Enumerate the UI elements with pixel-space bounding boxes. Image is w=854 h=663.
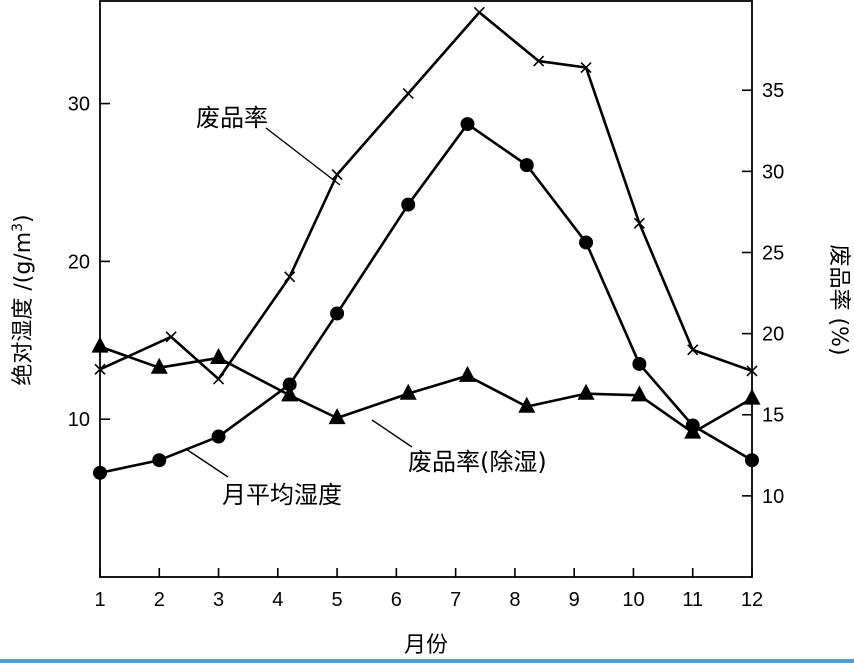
point-x: [633, 217, 645, 229]
x-tick-label: 5: [332, 589, 343, 611]
x-tick-label: 1: [94, 589, 105, 611]
series-layer: [91, 6, 761, 480]
x-axis-label: 月份: [404, 633, 448, 658]
point-x: [580, 61, 592, 74]
annotation-leaders: [185, 127, 413, 478]
left-y-tick-label: 30: [68, 94, 90, 116]
point-x: [533, 55, 545, 67]
point-x: [687, 344, 699, 356]
point-x: [746, 365, 758, 377]
point-x: [473, 6, 485, 18]
point-triangle: [210, 348, 228, 365]
leader-dehumid: [371, 419, 413, 448]
bottom-accent-bar: [0, 659, 854, 663]
x-tick-label: 3: [213, 589, 224, 611]
point-triangle: [743, 388, 761, 405]
x-tick-label: 11: [682, 589, 703, 611]
series-line-1: [99, 11, 753, 381]
point-circle: [282, 377, 297, 392]
right-y-axis: 10 15 20 25 30 35: [742, 80, 784, 508]
annotation-avg-humidity: 月平均湿度: [222, 481, 342, 509]
right-y-tick-label: 35: [762, 80, 784, 102]
point-circle: [152, 453, 167, 468]
point-circle: [632, 356, 647, 371]
series-line-2: [99, 122, 753, 475]
x-tick-label: 10: [622, 589, 644, 611]
point-x: [165, 331, 177, 343]
point-x: [402, 87, 414, 100]
leader-humidity: [185, 448, 229, 478]
right-y-tick-label: 25: [762, 242, 784, 264]
leader-scrap: [265, 127, 341, 186]
point-circle: [330, 306, 345, 321]
series-line-3: [99, 345, 753, 434]
x-tick-label: 8: [509, 589, 520, 611]
right-y-tick-label: 30: [762, 161, 784, 183]
x-tick-label: 4: [272, 589, 283, 611]
x-tick-label: 12: [741, 589, 763, 611]
point-triangle: [518, 396, 536, 413]
point-triangle: [150, 357, 168, 374]
x-tick-label: 2: [154, 589, 165, 611]
point-triangle: [630, 385, 648, 402]
x-tick-label: 9: [569, 589, 580, 611]
left-y-tick-label: 20: [68, 251, 90, 273]
annotation-scrap-rate-dehumid: 废品率(除湿): [408, 448, 547, 476]
x-tick-label: 7: [450, 589, 461, 611]
left-y-axis-label: 绝对湿度 /(g/m3): [10, 214, 36, 385]
point-x: [284, 271, 296, 283]
right-y-tick-label: 20: [762, 324, 784, 346]
left-y-axis: 10 20 30: [68, 94, 110, 431]
point-circle: [519, 158, 534, 173]
point-x: [94, 363, 106, 375]
x-axis: 1 2 3 4 5 6 7 8 9 10 11 12: [94, 568, 763, 611]
left-y-tick-label: 10: [68, 409, 90, 431]
right-y-tick-label: 15: [762, 405, 784, 427]
point-circle: [211, 429, 226, 444]
right-y-tick-label: 10: [762, 486, 784, 508]
annotation-scrap-rate: 废品率: [196, 104, 268, 132]
point-triangle: [577, 383, 595, 400]
point-triangle: [328, 408, 346, 425]
point-triangle: [91, 336, 109, 353]
point-x: [212, 373, 225, 385]
point-triangle: [399, 383, 417, 400]
point-triangle: [684, 422, 702, 439]
point-circle: [579, 235, 594, 250]
point-triangle: [458, 365, 476, 382]
point-triangle: [281, 385, 299, 402]
plot-frame: [99, 0, 753, 578]
point-circle: [745, 453, 759, 468]
point-circle: [460, 117, 475, 132]
point-x: [331, 169, 343, 181]
point-circle: [401, 197, 416, 212]
point-circle: [93, 465, 107, 480]
x-tick-label: 6: [391, 589, 402, 611]
right-y-axis-label: 废品率 (%): [826, 244, 851, 355]
